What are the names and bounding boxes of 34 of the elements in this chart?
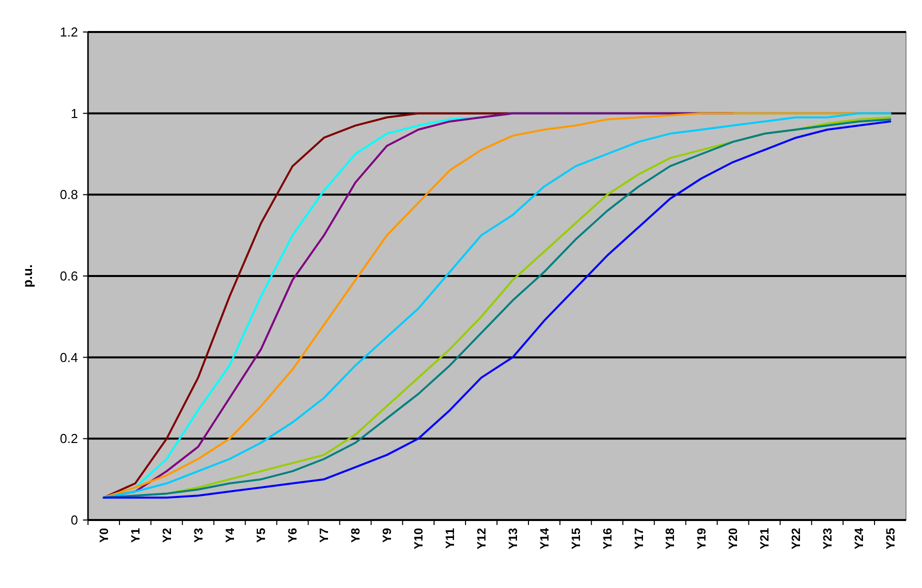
y-tick-label: 1.2 (60, 24, 78, 40)
x-tick-label: Y24 (852, 528, 866, 550)
x-tick-label: Y10 (412, 528, 426, 550)
y-tick-label: 1 (70, 106, 78, 121)
x-tick-label: Y16 (600, 528, 614, 550)
x-tick-label: Y21 (758, 528, 772, 550)
x-tick-label: Y11 (443, 528, 458, 549)
x-tick-label: Y13 (506, 528, 520, 550)
x-tick-label: Y19 (694, 528, 709, 550)
y-axis-title: p.u. (20, 264, 35, 288)
x-tick-label: Y2 (160, 528, 174, 543)
x-tick-label: Y7 (317, 528, 332, 543)
x-tick-label: Y23 (820, 528, 835, 550)
y-tick-label: 0.8 (60, 187, 78, 202)
y-tick-label: 0.6 (60, 268, 78, 284)
x-tick-label: Y9 (380, 528, 394, 543)
y-tick-label: 0.4 (60, 350, 78, 365)
x-tick-label: Y6 (286, 528, 300, 543)
x-tick-label: Y14 (537, 528, 552, 550)
x-tick-label: Y0 (96, 528, 111, 543)
x-tick-label: Y20 (726, 528, 740, 550)
x-tick-label: Y12 (474, 528, 488, 550)
x-tick-label: Y1 (128, 528, 142, 543)
x-tick-label: Y18 (663, 528, 678, 550)
x-tick-label: Y8 (348, 528, 363, 543)
x-tick-label: Y5 (254, 528, 268, 543)
y-tick-label: 0.2 (60, 431, 78, 446)
y-tick-label: 0 (70, 512, 78, 528)
x-tick-label: Y3 (191, 528, 206, 543)
x-tick-label: Y25 (883, 528, 898, 550)
x-tick-label: Y15 (568, 528, 583, 550)
x-tick-label: Y17 (632, 528, 646, 550)
x-tick-label: Y22 (789, 528, 804, 550)
x-tick-label: Y4 (222, 528, 237, 543)
